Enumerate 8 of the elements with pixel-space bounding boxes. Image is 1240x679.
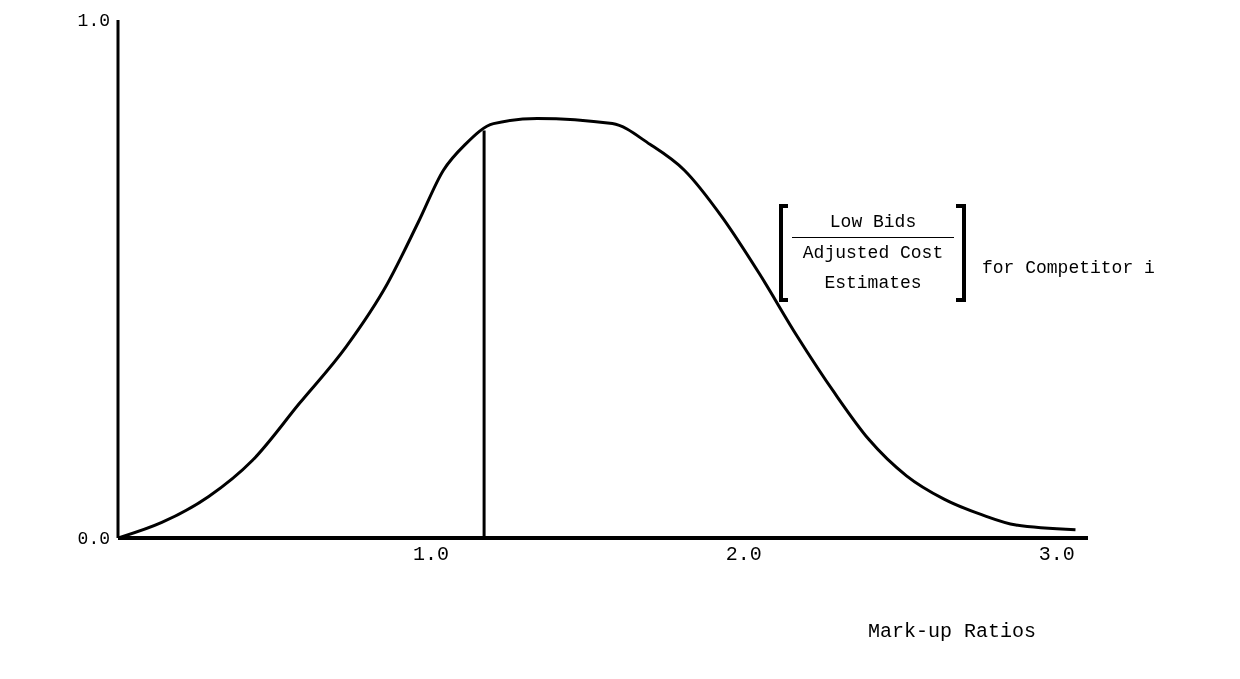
annotation: Adjusted Cost Estimates [801, 242, 945, 295]
x-tick-label: 3.0 [1038, 543, 1075, 567]
annotation: for Competitor i [982, 256, 1156, 279]
x-axis-title: Mark-up Ratios [868, 620, 1037, 643]
y-tick-label: 0.0 [77, 529, 110, 550]
x-tick-label: 1.0 [412, 543, 449, 567]
annotation: Low Bids [792, 207, 954, 238]
x-tick-label: 2.0 [725, 543, 762, 567]
